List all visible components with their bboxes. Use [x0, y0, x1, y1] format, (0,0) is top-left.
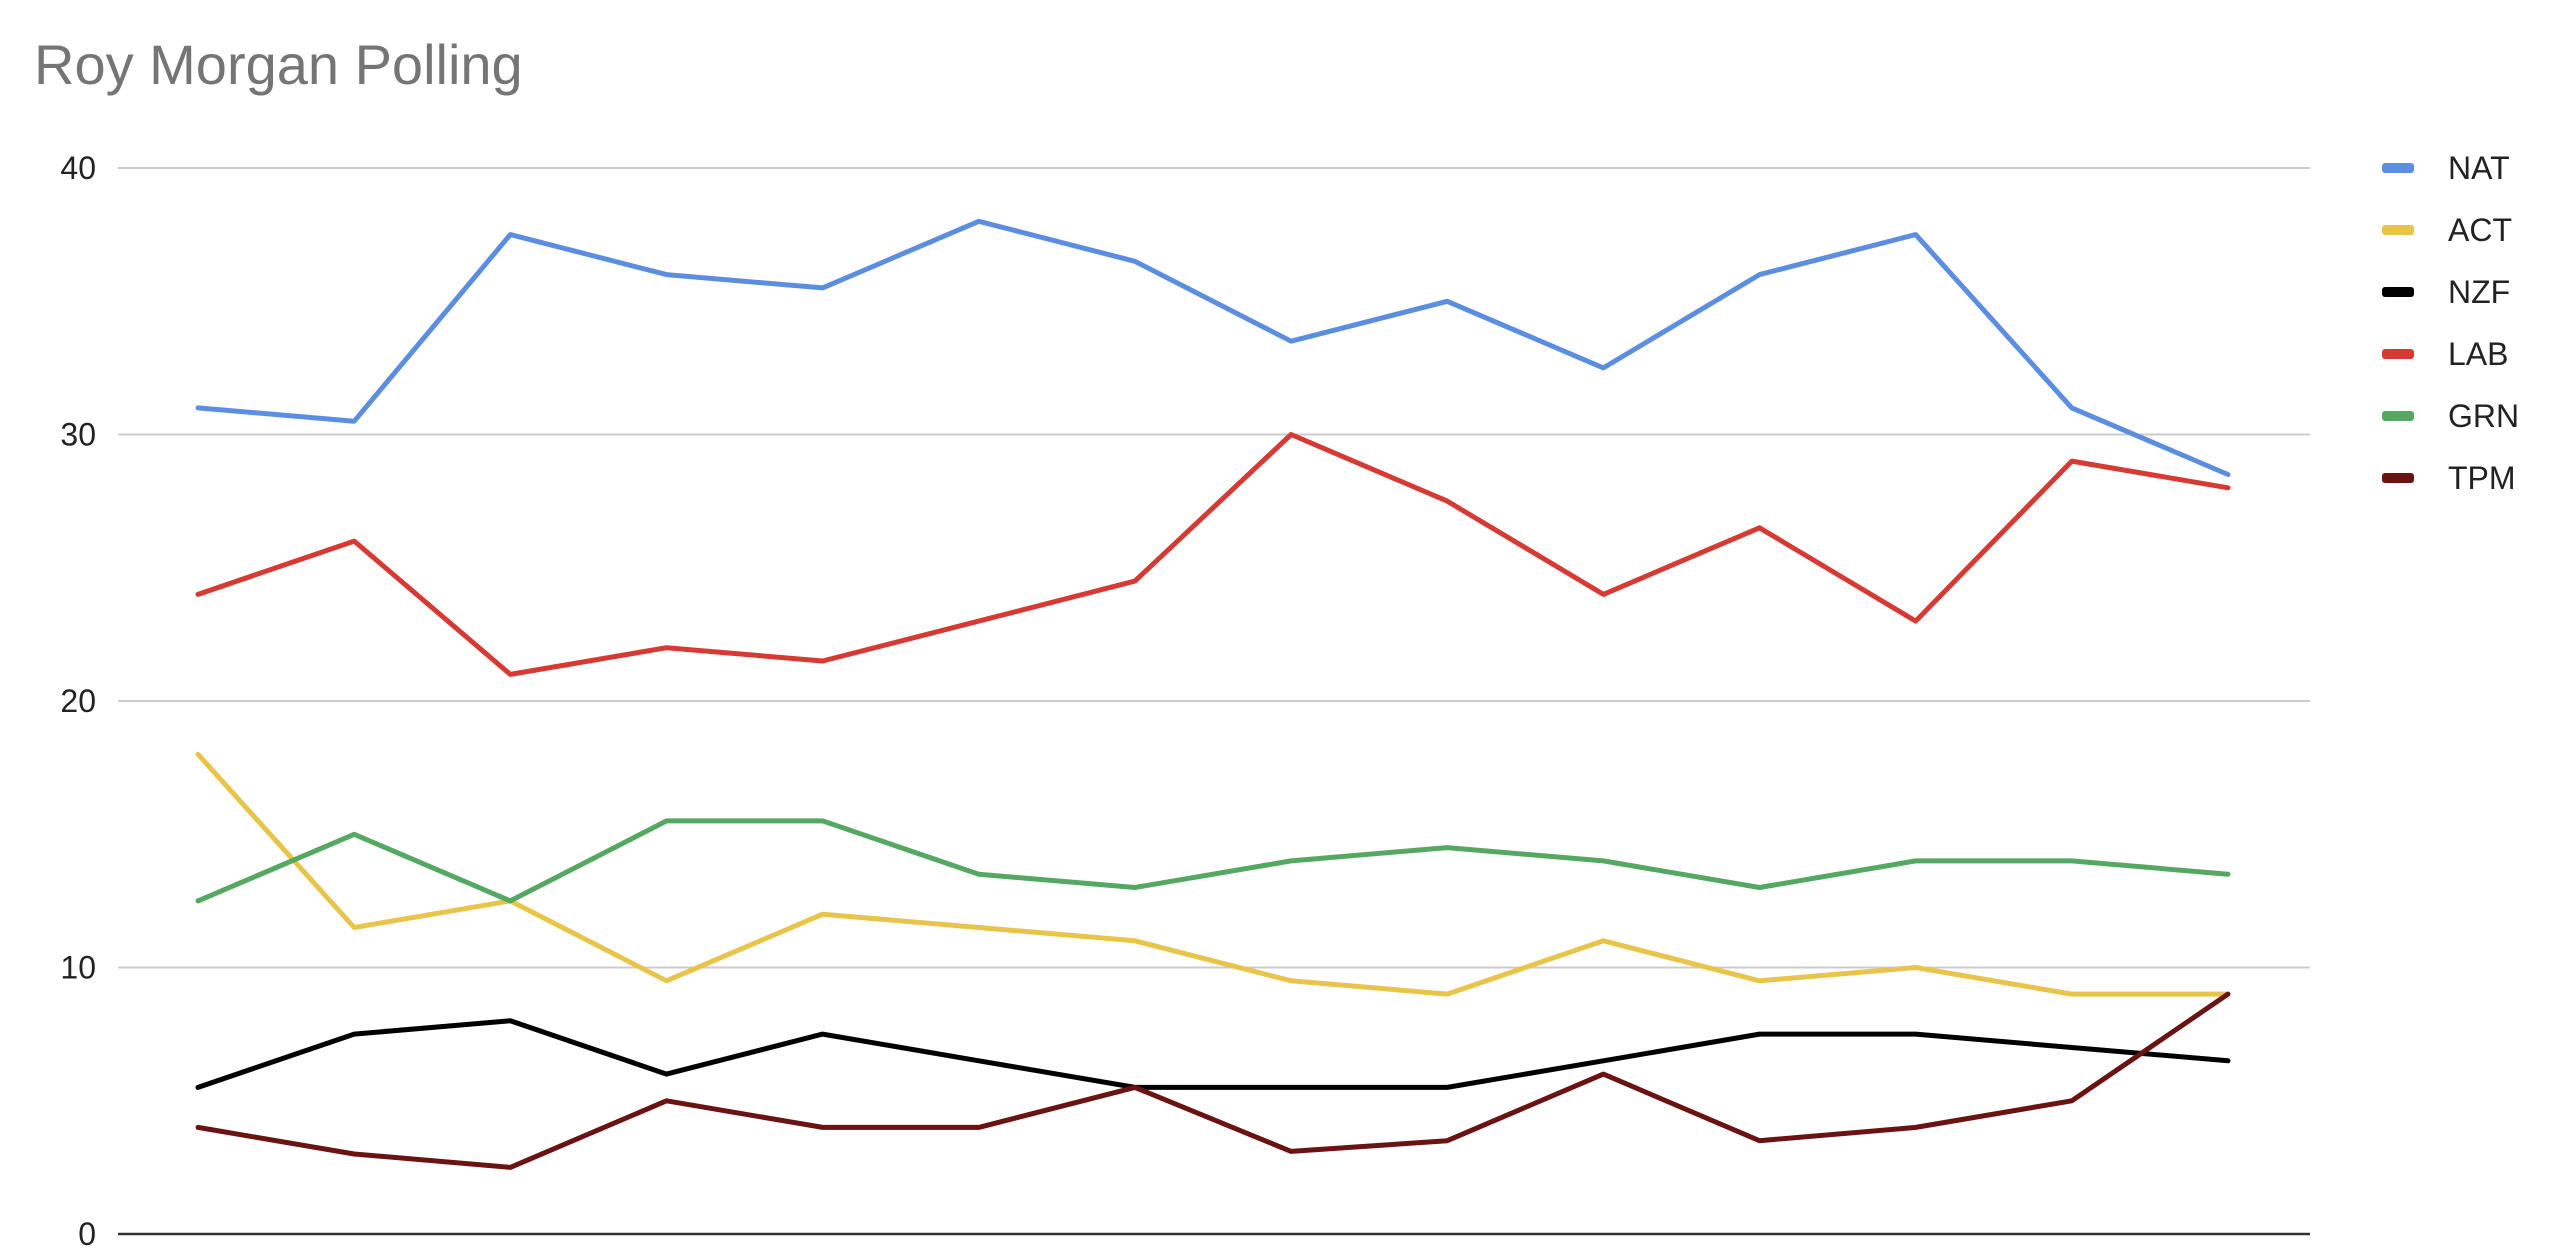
legend-label-act: ACT: [2448, 212, 2512, 248]
gridlines: [118, 167, 2310, 1236]
legend-swatch-act: [2382, 225, 2414, 235]
legend-label-nat: NAT: [2448, 150, 2510, 186]
legend-label-grn: GRN: [2448, 398, 2519, 434]
legend-swatch-grn: [2382, 411, 2414, 421]
series-line-nzf: [195, 1018, 2231, 1090]
series-line-nat: [195, 218, 2231, 477]
series-lines: [195, 218, 2231, 1170]
chart-title: Roy Morgan Polling: [34, 33, 523, 96]
series-line-act: [195, 751, 2231, 997]
y-tick-label-40: 40: [60, 150, 96, 186]
legend-swatch-nat: [2382, 163, 2414, 173]
y-axis-tick-labels: 0 10 20 30 40: [60, 150, 96, 1252]
legend-label-lab: LAB: [2448, 336, 2508, 372]
legend-swatch-tpm: [2382, 473, 2414, 483]
series-line-lab: [195, 432, 2231, 677]
series-line-grn: [195, 818, 2231, 904]
y-tick-label-10: 10: [60, 950, 96, 986]
y-tick-label-0: 0: [78, 1216, 96, 1252]
y-tick-label-20: 20: [60, 683, 96, 719]
y-tick-label-30: 30: [60, 417, 96, 453]
legend-label-tpm: TPM: [2448, 460, 2516, 496]
legend: NAT ACT NZF LAB GRN TPM: [2382, 150, 2519, 496]
legend-swatch-nzf: [2382, 287, 2414, 297]
series-line-tpm: [195, 991, 2231, 1170]
legend-label-nzf: NZF: [2448, 274, 2510, 310]
legend-swatch-lab: [2382, 349, 2414, 359]
